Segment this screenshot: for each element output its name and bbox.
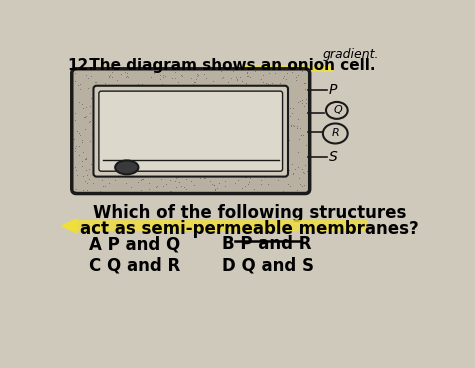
- FancyBboxPatch shape: [244, 65, 333, 72]
- Text: gradient.: gradient.: [323, 48, 380, 61]
- Text: S: S: [329, 149, 338, 164]
- Text: The diagram shows an onion cell.: The diagram shows an onion cell.: [84, 58, 376, 73]
- Ellipse shape: [323, 124, 348, 144]
- Text: Which of the following structures: Which of the following structures: [93, 204, 406, 222]
- Text: 12.: 12.: [67, 58, 94, 73]
- Text: Q: Q: [333, 105, 342, 116]
- Text: R: R: [332, 128, 339, 138]
- Text: D Q and S: D Q and S: [222, 257, 314, 275]
- Text: act as semi-permeable membranes?: act as semi-permeable membranes?: [80, 220, 418, 238]
- Ellipse shape: [326, 102, 348, 119]
- Ellipse shape: [115, 160, 138, 174]
- FancyBboxPatch shape: [94, 86, 288, 177]
- Polygon shape: [62, 219, 76, 233]
- Text: C Q and R: C Q and R: [89, 257, 180, 275]
- FancyBboxPatch shape: [99, 91, 283, 171]
- FancyBboxPatch shape: [72, 69, 310, 194]
- FancyBboxPatch shape: [73, 220, 368, 231]
- Text: P: P: [329, 84, 337, 98]
- Text: A P and Q: A P and Q: [89, 235, 180, 253]
- Text: B P and R: B P and R: [222, 235, 312, 253]
